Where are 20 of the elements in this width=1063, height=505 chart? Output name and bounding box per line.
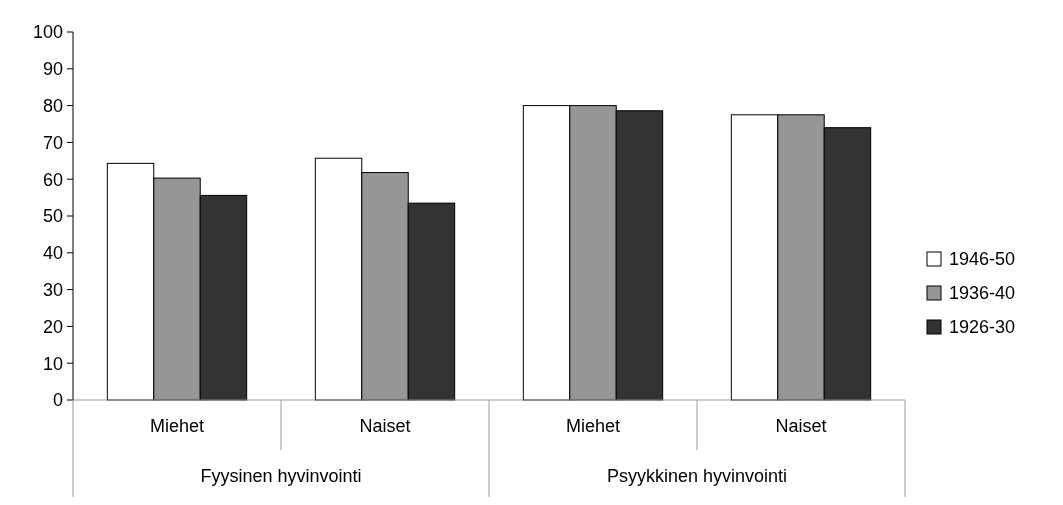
y-tick-label: 90 bbox=[42, 59, 63, 80]
y-tick-label: 50 bbox=[42, 206, 63, 227]
y-tick-label: 60 bbox=[42, 169, 63, 190]
legend-label: 1926-30 bbox=[949, 317, 1016, 338]
y-tick-label: 80 bbox=[42, 95, 63, 116]
x-tick-label: Naiset bbox=[359, 416, 411, 436]
text: Psyykkinen hyvinvointi bbox=[606, 466, 788, 486]
x-tick-label: Miehet bbox=[565, 416, 621, 436]
y-tick-label: 100 bbox=[32, 22, 63, 43]
x-tick-label: Naiset bbox=[775, 416, 827, 436]
y-tick-label: 0 bbox=[52, 390, 63, 411]
y-tick-label: 20 bbox=[42, 316, 63, 337]
y-tick-label: 70 bbox=[42, 132, 63, 153]
y-tick-label: 10 bbox=[42, 353, 63, 374]
text: Fyysinen hyvinvointi bbox=[200, 466, 362, 486]
y-tick-label: 30 bbox=[42, 279, 63, 300]
y-tick-label: 40 bbox=[42, 243, 63, 264]
legend-label: 1936-40 bbox=[949, 283, 1016, 304]
x-tick-label: Miehet bbox=[149, 416, 205, 436]
legend-label: 1946-50 bbox=[949, 249, 1016, 270]
